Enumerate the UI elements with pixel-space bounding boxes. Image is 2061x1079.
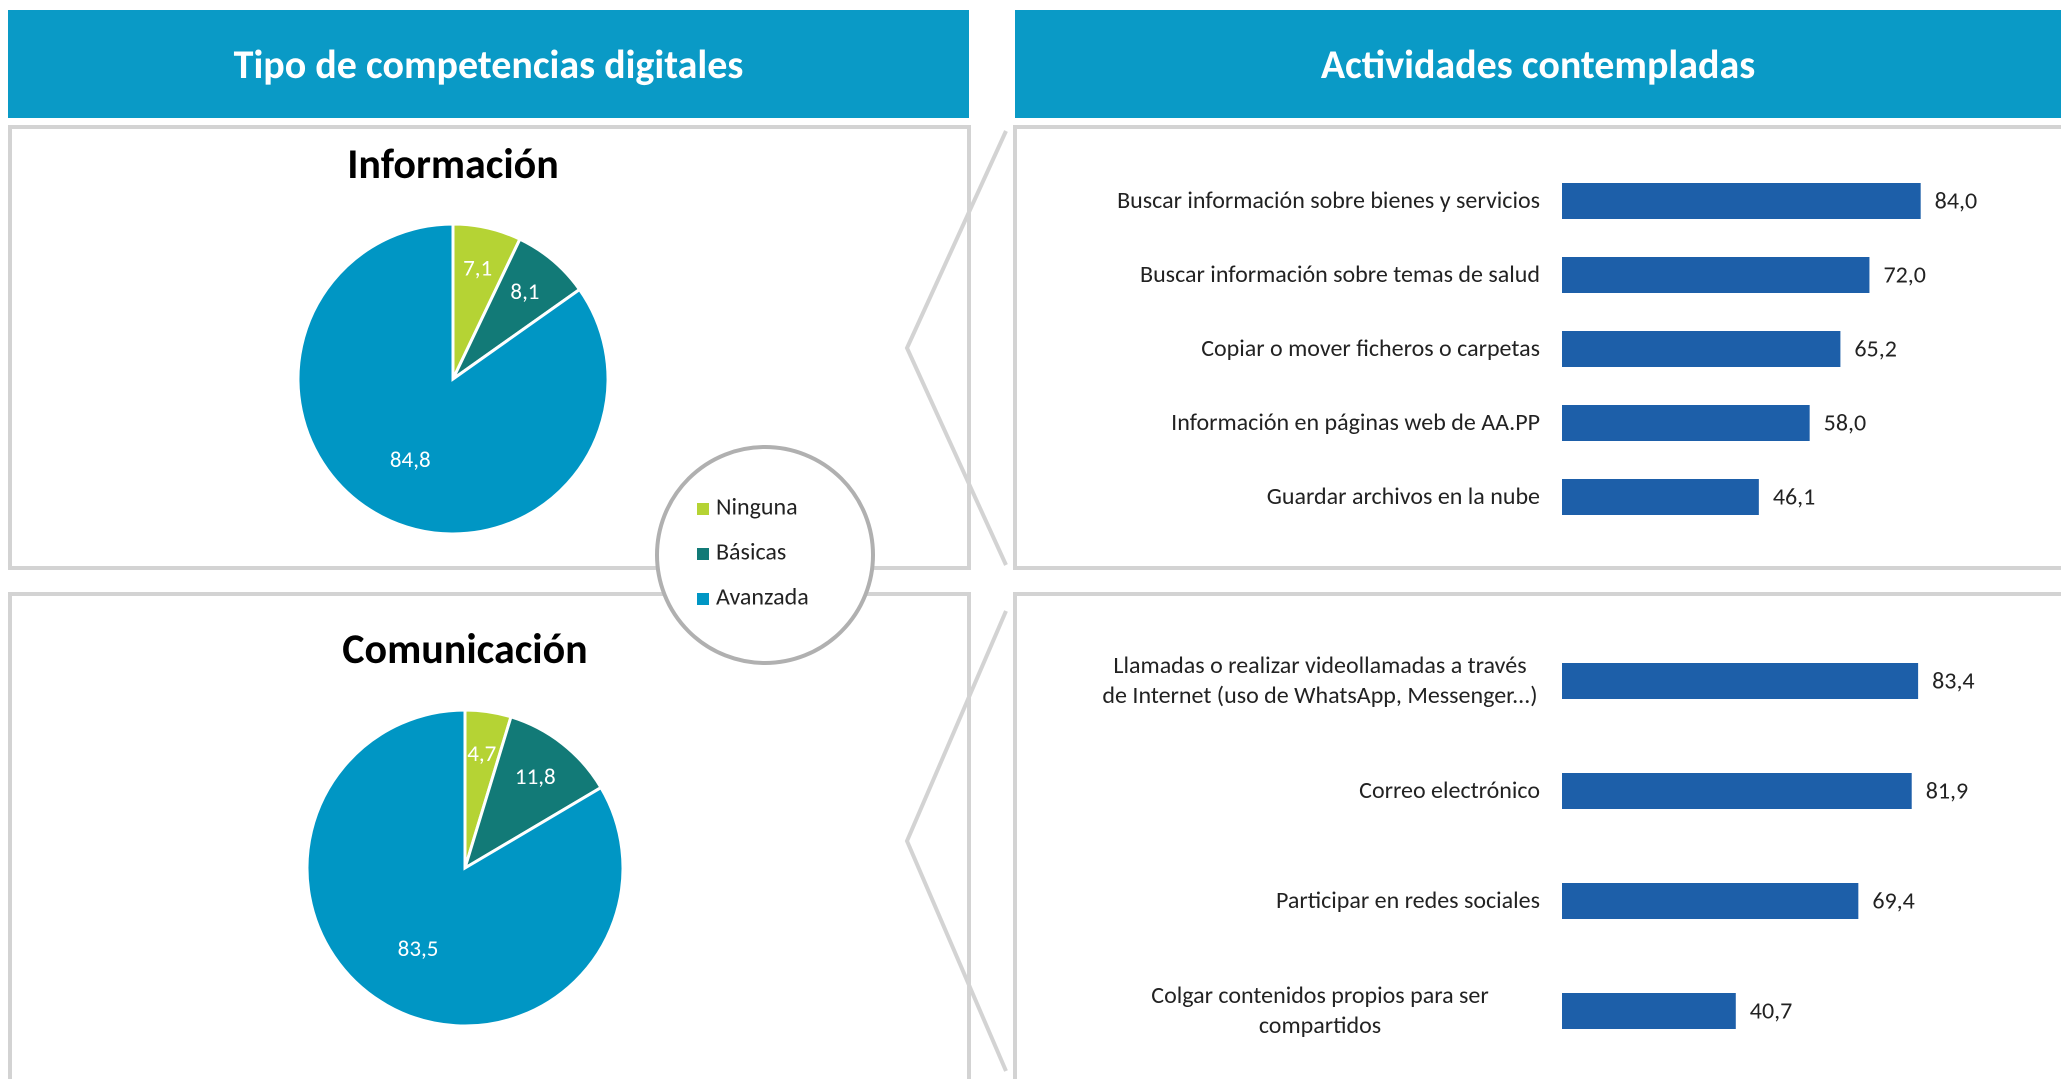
category-text: Información en páginas web de AA.PP bbox=[1171, 408, 1540, 437]
bar bbox=[1562, 883, 1859, 919]
category-label: Participar en redes sociales bbox=[1040, 851, 1540, 951]
data-label: 46,1 bbox=[1772, 482, 1816, 512]
category-text: Buscar información sobre bienes y servic… bbox=[1117, 186, 1540, 215]
category-text: Buscar información sobre temas de salud bbox=[1140, 260, 1540, 289]
bar bbox=[1562, 663, 1919, 699]
legend-swatch bbox=[697, 548, 709, 560]
bar bbox=[1562, 183, 1921, 219]
category-label: Correo electrónico bbox=[1040, 741, 1540, 841]
data-label: 65,2 bbox=[1854, 334, 1897, 364]
category-text: Colgar contenidos propios para ser compa… bbox=[1151, 981, 1489, 1040]
legend-swatch bbox=[697, 593, 709, 605]
data-label: 8,1 bbox=[510, 278, 539, 306]
data-label: 11,8 bbox=[515, 763, 556, 791]
data-label: 83,5 bbox=[398, 935, 439, 963]
category-label: Información en páginas web de AA.PP bbox=[1040, 373, 1540, 473]
data-label: 7,1 bbox=[463, 255, 492, 283]
pie-slice bbox=[462, 714, 604, 872]
data-label: 83,4 bbox=[1932, 666, 1975, 696]
data-label: 58,0 bbox=[1823, 408, 1867, 438]
category-label: Llamadas o realizar videollamadas a trav… bbox=[1040, 631, 1540, 731]
pie-slice bbox=[305, 708, 625, 1028]
category-label: Colgar contenidos propios para ser compa… bbox=[1040, 961, 1540, 1061]
legend-swatch bbox=[697, 503, 709, 515]
category-label: Guardar archivos en la nube bbox=[1040, 447, 1540, 547]
data-label: 72,0 bbox=[1883, 260, 1926, 290]
pie-slice bbox=[296, 222, 610, 536]
data-label: 69,4 bbox=[1872, 886, 1915, 916]
data-label: 4,7 bbox=[467, 740, 496, 768]
chart-title: Información bbox=[347, 139, 559, 190]
category-label: Copiar o mover ficheros o carpetas bbox=[1040, 299, 1540, 399]
panel bbox=[1013, 125, 2061, 570]
category-text: Llamadas o realizar videollamadas a trav… bbox=[1102, 651, 1538, 710]
category-text: Copiar o mover ficheros o carpetas bbox=[1201, 334, 1540, 363]
bar bbox=[1562, 993, 1736, 1029]
panel bbox=[8, 592, 971, 1079]
legend-label: Básicas bbox=[716, 538, 786, 567]
bar bbox=[1562, 257, 1870, 293]
category-label: Buscar información sobre bienes y servic… bbox=[1040, 151, 1540, 251]
header: Actividades contempladas bbox=[1015, 10, 2061, 118]
bar bbox=[1562, 479, 1759, 515]
header: Tipo de competencias digitales bbox=[8, 10, 969, 118]
legend-frame bbox=[655, 445, 875, 665]
category-text: Correo electrónico bbox=[1359, 776, 1540, 805]
chevron bbox=[904, 610, 1008, 1072]
data-label: 84,8 bbox=[390, 446, 431, 474]
category-text: Guardar archivos en la nube bbox=[1266, 482, 1540, 511]
legend-label: Ninguna bbox=[716, 493, 798, 522]
bar bbox=[1562, 331, 1841, 367]
bar bbox=[1562, 773, 1912, 809]
chart-title: Comunicación bbox=[342, 624, 587, 675]
panel bbox=[8, 125, 971, 570]
panel bbox=[1013, 592, 2061, 1079]
legend-label: Avanzada bbox=[716, 583, 809, 612]
category-text: Participar en redes sociales bbox=[1275, 886, 1540, 915]
bar bbox=[1562, 405, 1810, 441]
chevron bbox=[904, 130, 1008, 566]
data-label: 84,0 bbox=[1934, 186, 1978, 216]
data-label: 40,7 bbox=[1749, 996, 1793, 1026]
data-label: 81,9 bbox=[1925, 776, 1969, 806]
category-label: Buscar información sobre temas de salud bbox=[1040, 225, 1540, 325]
